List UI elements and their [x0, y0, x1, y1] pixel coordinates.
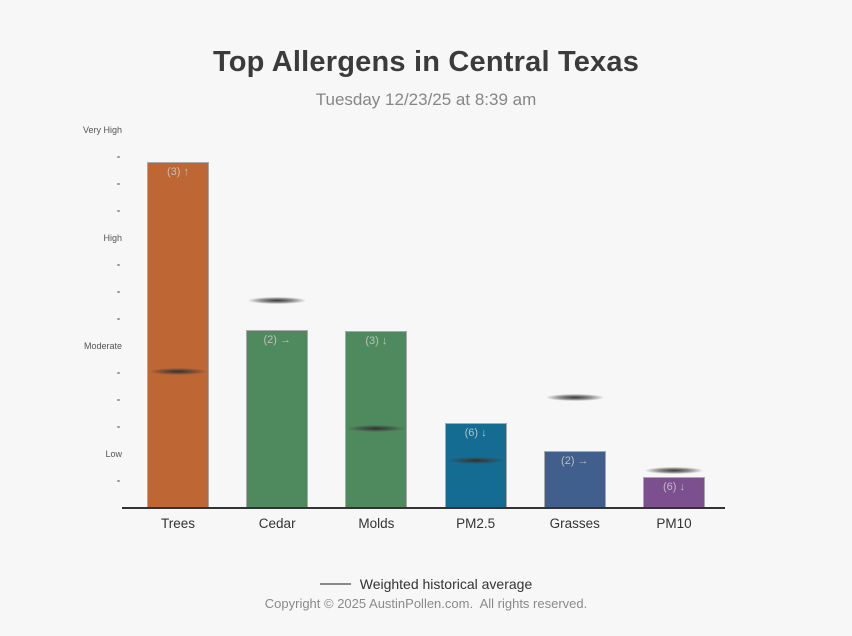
historical-average-line-swatch — [319, 583, 351, 585]
bar-molds — [345, 331, 408, 508]
bar-value-label-grasses: (2) → — [561, 455, 589, 468]
chart-legend: Weighted historical average — [0, 576, 852, 592]
y-axis-minor-tick — [117, 291, 120, 293]
historical-average-marker-pm25 — [446, 457, 505, 465]
historical-average-marker-cedar — [248, 296, 307, 304]
bar-value-label-pm10: (6) ↓ — [663, 480, 685, 493]
y-axis-minor-tick — [117, 156, 120, 158]
bar-pm10 — [643, 476, 705, 508]
x-axis-label-grasses: Grasses — [549, 516, 600, 531]
historical-average-marker-grasses — [545, 393, 604, 401]
copyright-text: Copyright © 2025 AustinPollen.com. All r… — [264, 596, 588, 611]
y-axis-minor-tick — [117, 480, 120, 482]
x-axis-line — [122, 507, 725, 509]
y-axis-minor-tick — [117, 183, 120, 185]
bar-pm25 — [444, 422, 507, 508]
chart-title: Top Allergens in Central Texas — [212, 46, 640, 78]
y-axis-label-low: Low — [105, 449, 122, 459]
x-axis-label-trees: Trees — [160, 516, 195, 531]
x-axis-label-cedar: Cedar — [258, 516, 296, 531]
bar-value-label-trees: (3) ↑ — [167, 166, 189, 179]
y-axis-minor-tick — [117, 264, 120, 266]
y-axis-label-very-high: Very High — [82, 125, 122, 135]
y-axis-minor-tick — [117, 372, 120, 374]
y-axis-minor-tick — [117, 318, 120, 320]
x-axis-label-pm10: PM10 — [656, 516, 692, 531]
y-axis-label-high: High — [103, 233, 122, 243]
y-axis-minor-tick — [117, 426, 120, 428]
y-axis-minor-tick — [117, 210, 120, 212]
bar-value-label-cedar: (2) → — [263, 333, 291, 346]
historical-average-marker-molds — [347, 424, 406, 432]
chart-subtitle: Tuesday 12/23/25 at 8:39 am — [315, 90, 537, 109]
y-axis-minor-tick — [117, 399, 120, 401]
bar-value-label-molds: (3) ↓ — [365, 335, 388, 348]
historical-average-marker-trees — [149, 368, 207, 376]
y-axis-label-moderate: Moderate — [83, 341, 122, 351]
bar-value-label-pm25: (6) ↓ — [464, 426, 487, 439]
bar-grasses — [543, 451, 606, 508]
bar-cedar — [246, 329, 309, 508]
historical-average-marker-pm10 — [645, 466, 703, 474]
legend-label: Weighted historical average — [359, 576, 533, 592]
x-axis-label-pm25: PM2.5 — [456, 516, 496, 531]
x-axis-label-molds: Molds — [358, 516, 395, 531]
bar-trees — [147, 162, 209, 508]
